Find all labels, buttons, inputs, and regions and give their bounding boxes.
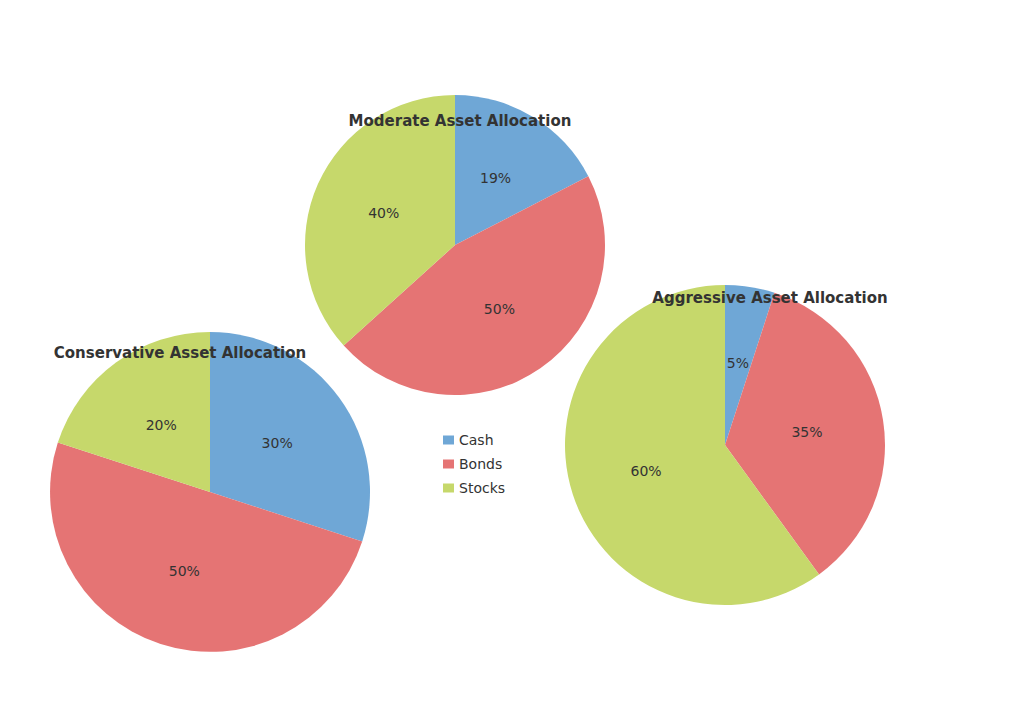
svg-text:35%: 35% (791, 424, 822, 440)
svg-text:50%: 50% (169, 563, 200, 579)
svg-text:19%: 19% (480, 170, 511, 186)
svg-text:Aggressive Asset Allocation: Aggressive Asset Allocation (652, 289, 887, 307)
svg-text:Conservative Asset Allocation: Conservative Asset Allocation (54, 344, 306, 362)
svg-text:Bonds: Bonds (459, 456, 502, 472)
svg-text:50%: 50% (484, 301, 515, 317)
svg-text:60%: 60% (630, 463, 661, 479)
svg-text:Stocks: Stocks (459, 480, 505, 496)
svg-text:30%: 30% (262, 435, 293, 451)
svg-text:5%: 5% (727, 355, 749, 371)
svg-text:Moderate Asset Allocation: Moderate Asset Allocation (349, 112, 572, 130)
svg-text:20%: 20% (146, 417, 177, 433)
svg-text:40%: 40% (368, 205, 399, 221)
svg-text:Cash: Cash (459, 432, 494, 448)
